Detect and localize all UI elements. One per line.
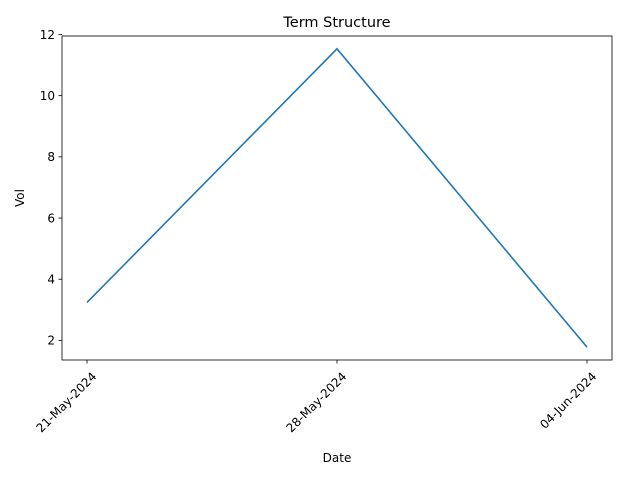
y-tick-label-5: 12 (40, 28, 55, 42)
series-line-0 (86, 47, 588, 348)
y-tick-label-3: 8 (47, 150, 55, 164)
y-axis-label: Vol (13, 189, 27, 207)
y-axis: 2 4 6 8 10 12 (40, 28, 62, 348)
y-tick-label-2: 6 (47, 211, 55, 225)
series-layer (86, 47, 588, 348)
x-axis-label: Date (323, 451, 352, 465)
y-tick-label-0: 2 (47, 334, 55, 348)
y-tick-label-1: 4 (47, 273, 55, 287)
chart-title: Term Structure (282, 15, 390, 31)
y-tick-label-4: 10 (40, 89, 55, 103)
plot-area (61, 35, 613, 361)
